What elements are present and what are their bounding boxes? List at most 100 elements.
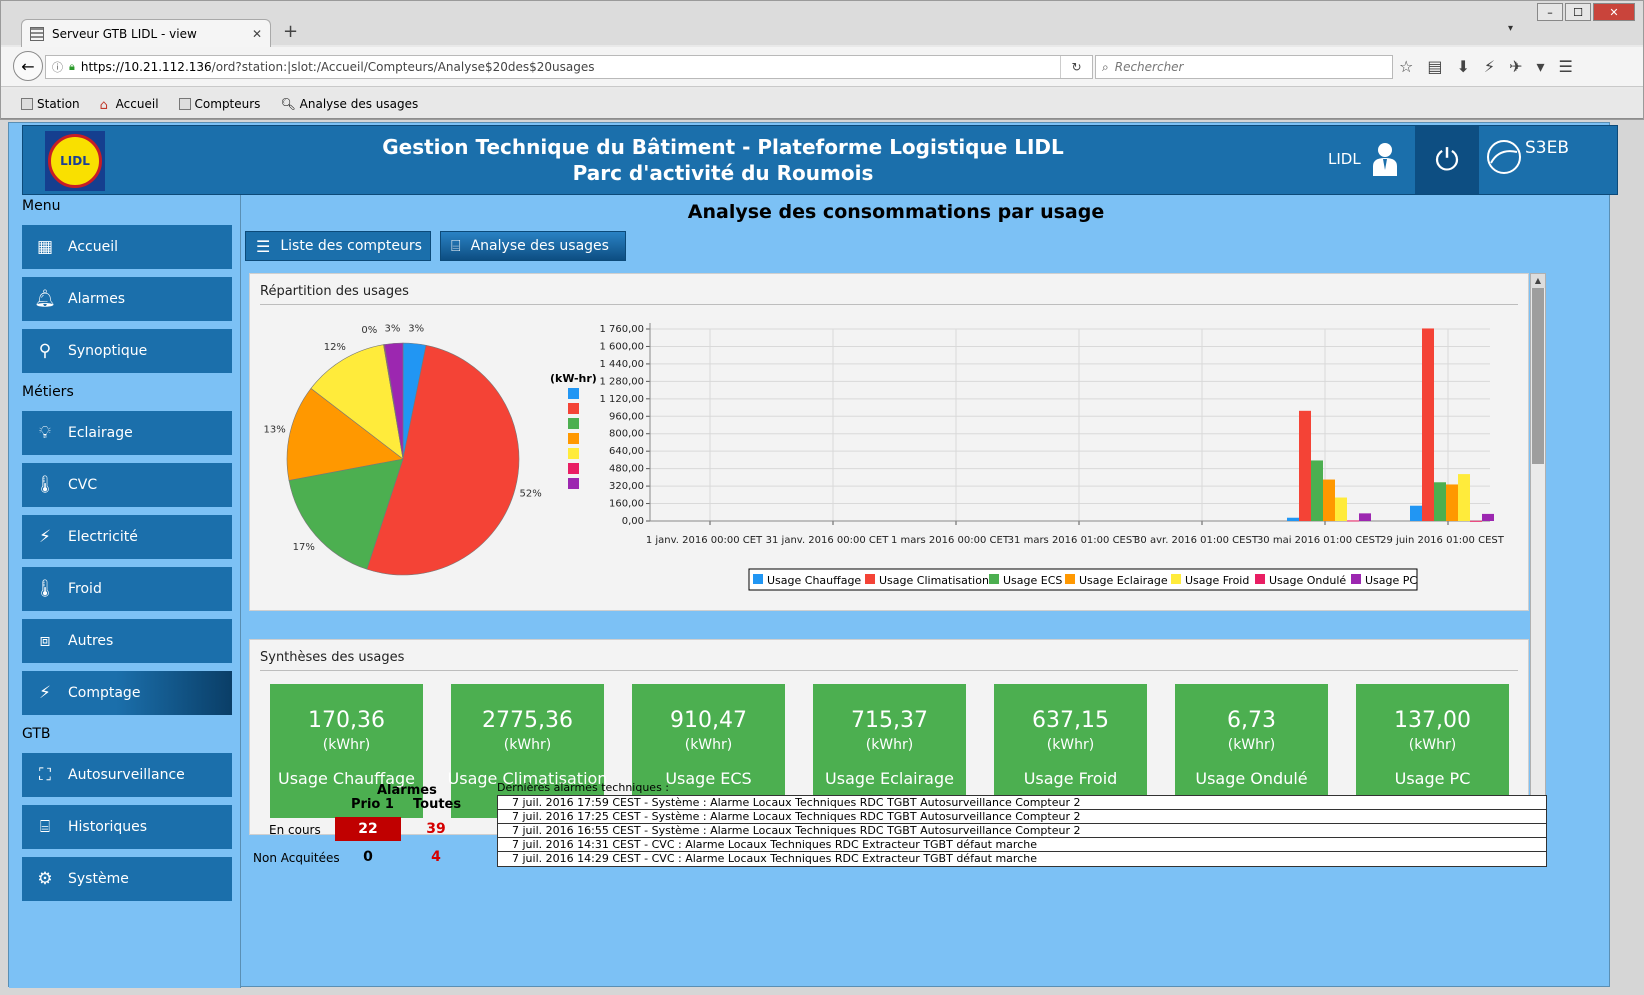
bookmark-accueil[interactable]: ⌂ Accueil [99,96,159,113]
card-label: Usage Eclairage [825,769,954,788]
user-icon[interactable] [1371,142,1399,176]
alarm-log-row[interactable]: 7 juil. 2016 17:25 CEST - Système : Alar… [498,810,1546,824]
legend-entry[interactable]: Usage Ondulé [1269,574,1346,587]
pie-slice[interactable] [288,458,404,570]
pie-slice[interactable] [384,342,404,460]
tab-analyse-usages[interactable]: ⌸ Analyse des usages [440,231,626,261]
pie-slice[interactable] [366,344,520,576]
reading-list-icon[interactable]: ▤ [1427,57,1443,76]
url-bar[interactable]: ⓘ 🔒︎ https://10.21.112.136 /ord?station:… [45,55,1093,79]
pie-slice[interactable] [310,344,404,460]
tab-list-icon[interactable]: ▾ [1507,23,1513,34]
legend-entry[interactable]: Usage Froid [1185,574,1249,587]
current-all-count[interactable]: 39 [426,821,446,837]
bookmark-star-icon[interactable]: ☆ [1399,57,1414,76]
sidebar-item-cvc[interactable]: 🌡︎ CVC [22,463,232,507]
addon-icon[interactable]: ✈︎ [1509,57,1523,76]
logout-power-button[interactable]: ⏻ [1415,126,1479,194]
y-tick-label: 1 440,00 [599,359,644,370]
usage-card[interactable]: 170,36 (kWhr) Usage Chauffage [270,684,423,818]
search-input[interactable]: ⌕ Rechercher [1095,55,1393,79]
unack-prio-count[interactable]: 0 [363,849,373,865]
scroll-thumb[interactable] [1532,288,1544,464]
sidebar-item-froid[interactable]: 🌡︎ Froid [22,567,232,611]
extension-icon[interactable]: ⚡︎ [1483,57,1496,76]
section-menu: Menu [22,198,61,214]
bookmark-compteurs[interactable]: Compteurs [178,97,260,111]
header-title: Gestion Technique du Bâtiment - Platefor… [382,135,1064,185]
legend-entry[interactable]: Usage Eclairage [1079,574,1168,587]
bar[interactable] [1323,479,1335,521]
pie-slice-label: 17% [293,542,315,553]
bar[interactable] [1470,520,1482,522]
legend-entry[interactable]: Usage Chauffage [767,574,861,587]
bar[interactable] [1434,482,1446,521]
sidebar-item-autosurveillance[interactable]: ⛶ Autosurveillance [22,753,232,797]
sidebar-item-accueil[interactable]: ▦ Accueil [22,225,232,269]
sidebar-item-synoptique[interactable]: ⚲ Synoptique [22,329,232,373]
pie-slice-label: 3% [408,324,424,335]
bulb-icon: 💡︎ [39,423,51,443]
bookmark-analyse[interactable]: 🔍︎ Analyse des usages [280,96,419,111]
pie-slice[interactable] [286,387,404,481]
bar[interactable] [1287,517,1299,521]
card-value: 2775,36 [482,708,573,733]
legend-entry[interactable]: Usage Climatisation [879,574,989,587]
bar[interactable] [1359,513,1371,521]
bar[interactable] [1299,410,1311,521]
bookmark-station[interactable]: Station [21,97,80,111]
legend-entry[interactable]: Usage PC [1365,574,1417,587]
navigation-bar: ← ⓘ 🔒︎ https://10.21.112.136 /ord?statio… [1,47,1643,87]
bar[interactable] [1347,520,1359,522]
bar[interactable] [1335,497,1347,521]
lock-icon[interactable]: 🔒︎ [69,60,75,73]
bar[interactable] [1482,513,1494,521]
content-scrollbar[interactable]: ▲ ▼ [1530,273,1546,836]
info-icon[interactable]: ⓘ [52,61,63,74]
legend-entry[interactable]: Usage ECS [1003,574,1062,587]
legend-swatch [753,574,763,584]
window-close-icon[interactable]: ✕ [1593,3,1635,21]
minimize-icon[interactable]: – [1537,3,1563,21]
alarm-log-row[interactable]: 7 juil. 2016 16:55 CEST - Système : Alar… [498,824,1546,838]
reload-icon[interactable]: ↻ [1060,56,1092,78]
building-icon: ▦ [36,237,54,257]
close-tab-icon[interactable]: ✕ [251,26,262,41]
overflow-chevron-icon[interactable]: ▾ [1536,57,1545,76]
sidebar-item-comptage[interactable]: ⚡︎ Comptage [22,671,232,715]
pie-slice-label: 12% [324,342,346,353]
back-arrow-icon[interactable]: ← [13,51,43,81]
tab-liste-compteurs[interactable]: ☰ Liste des compteurs [245,231,431,261]
sidebar-item-electricite[interactable]: ⚡︎ Electricité [22,515,232,559]
sidebar-item-eclairage[interactable]: 💡︎ Eclairage [22,411,232,455]
alarm-log-row[interactable]: 7 juil. 2016 14:31 CEST - CVC : Alarme L… [498,838,1546,852]
new-tab-icon[interactable]: + [283,21,299,42]
bar[interactable] [1458,474,1470,521]
card-label: Usage Ondulé [1195,769,1308,788]
hamburger-menu-icon[interactable]: ☰ [1558,57,1573,76]
browser-tab[interactable]: Serveur GTB LIDL - view ✕ [21,19,271,47]
y-tick-label: 640,00 [609,446,644,457]
unack-all-count[interactable]: 4 [431,849,441,865]
box-icon: ⧈ [39,631,51,651]
alarm-log-row[interactable]: 7 juil. 2016 14:29 CEST - CVC : Alarme L… [512,852,1037,865]
magnifier-icon: 🔍︎ [280,96,296,111]
current-prio-count[interactable]: 22 [335,817,401,841]
bar[interactable] [1422,328,1434,521]
sidebar-item-historiques[interactable]: ⌸ Historiques [22,805,232,849]
bar[interactable] [1446,484,1458,521]
download-icon[interactable]: ⬇ [1456,57,1470,76]
sidebar-item-systeme[interactable]: ⚙ Système [22,857,232,901]
scroll-up-icon[interactable]: ▲ [1531,274,1545,288]
y-tick-label: 160,00 [609,499,644,510]
maximize-icon[interactable]: ☐ [1565,3,1591,21]
browser-toolbar: ☆ ▤ ⬇ ⚡︎ ✈︎ ▾ ☰ [1399,57,1573,76]
bar[interactable] [1410,505,1422,521]
legend-box [748,568,1418,591]
page-favicon-icon [30,26,44,41]
sidebar-item-autres[interactable]: ⧈ Autres [22,619,232,663]
alarm-log-row[interactable]: 7 juil. 2016 17:59 CEST - Système : Alar… [498,796,1546,810]
sidebar-item-alarmes[interactable]: 🔔︎ Alarmes [22,277,232,321]
bar[interactable] [1311,460,1323,521]
browser-window: Serveur GTB LIDL - view ✕ + ▾ – ☐ ✕ ← ⓘ … [0,0,1644,120]
